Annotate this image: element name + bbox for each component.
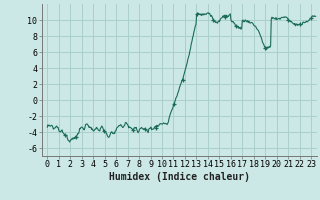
X-axis label: Humidex (Indice chaleur): Humidex (Indice chaleur) [109,172,250,182]
